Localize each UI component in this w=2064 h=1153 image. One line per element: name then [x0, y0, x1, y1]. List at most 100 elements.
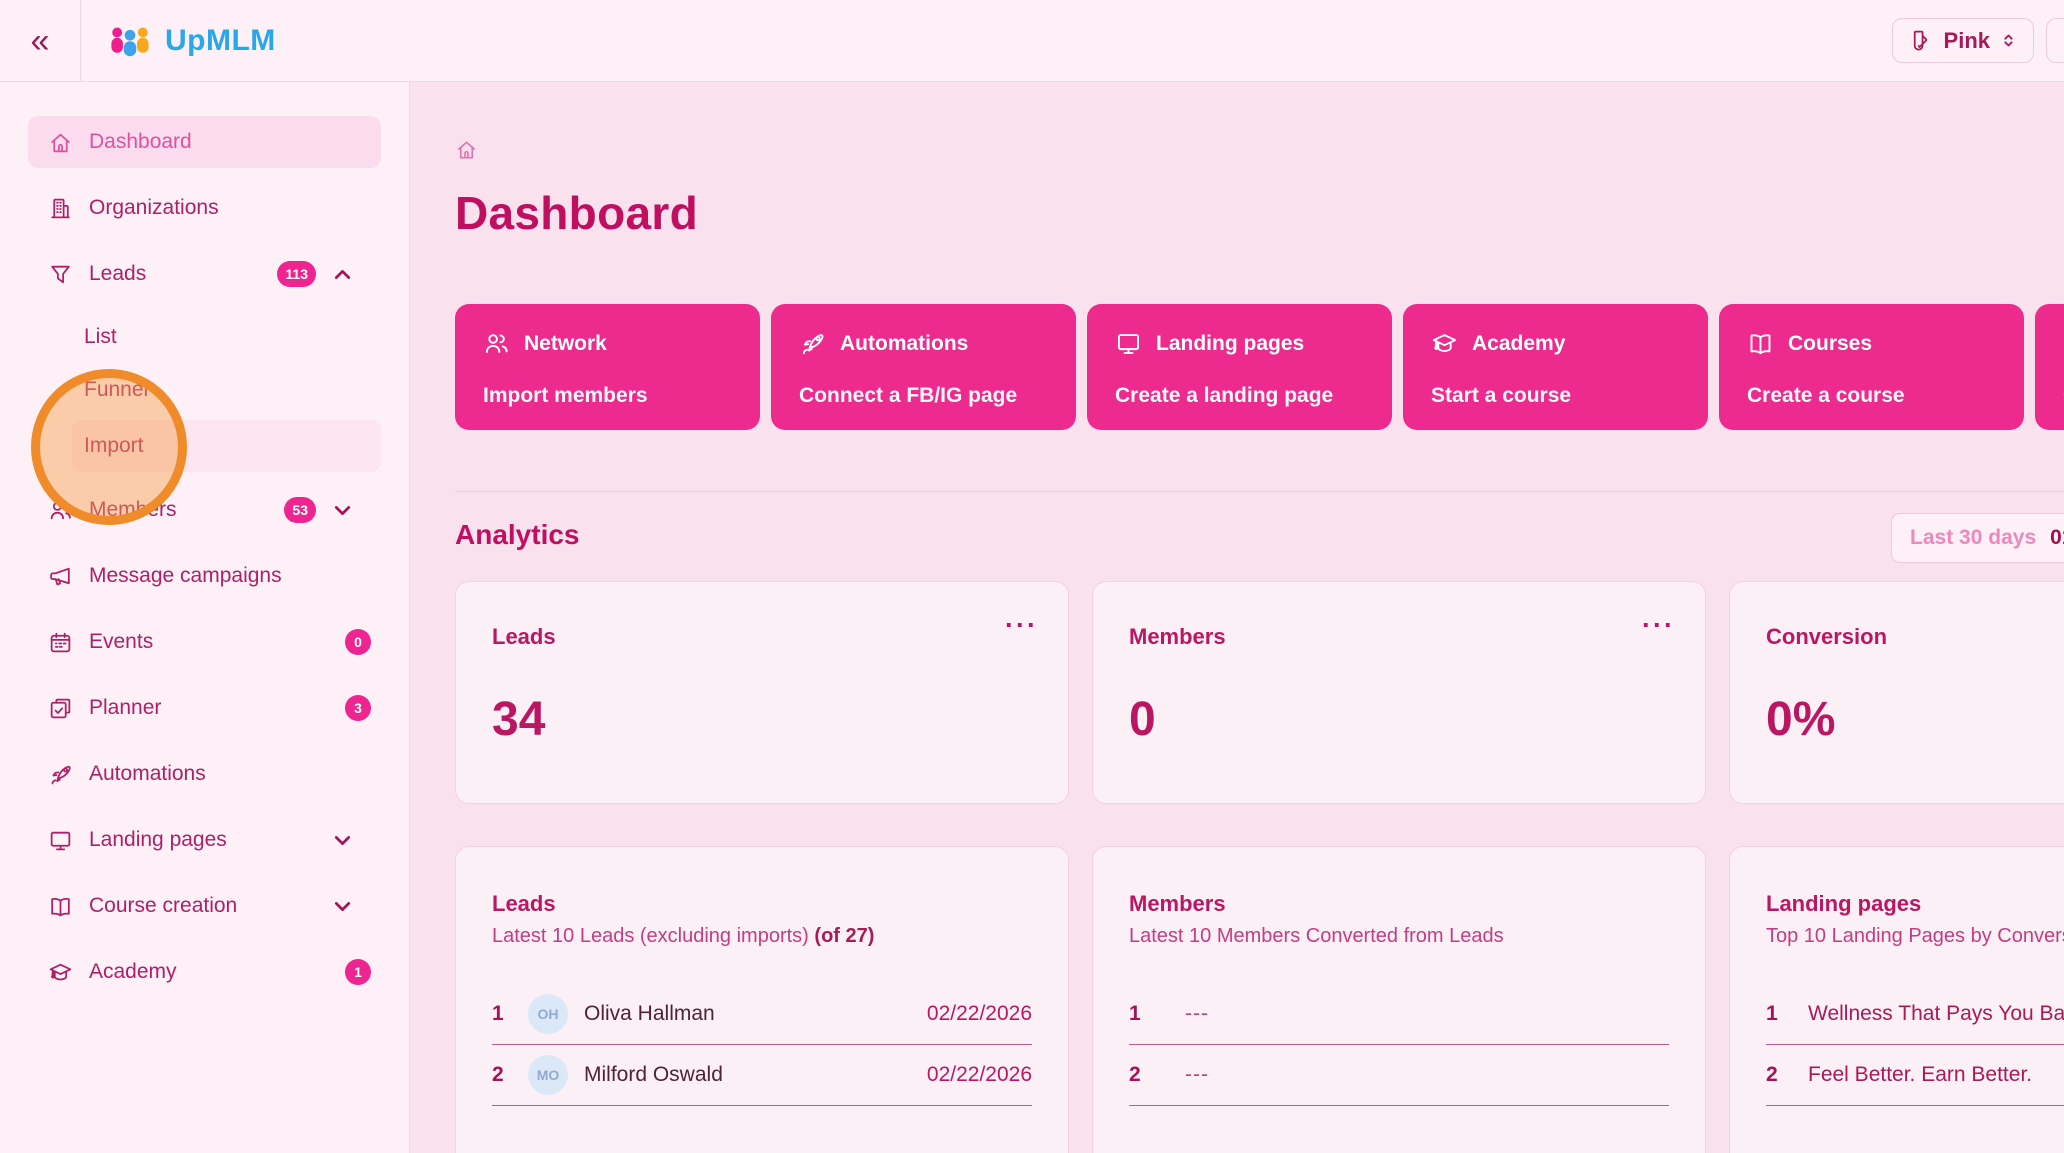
- sidebar-item-leads[interactable]: Leads 113: [28, 248, 381, 300]
- quick-action-academy[interactable]: Academy Start a course: [1403, 304, 1708, 430]
- action-title: Courses: [1788, 331, 1873, 355]
- stat-value: 0: [1129, 693, 1156, 746]
- lead-name: Oliva Hallman: [584, 1002, 715, 1025]
- empty-value: ---: [1185, 1063, 1209, 1086]
- brand-name: UpMLM: [165, 23, 276, 57]
- sidebar-item-organizations[interactable]: Organizations: [28, 182, 381, 234]
- sidebar-item-label: Events: [89, 630, 154, 653]
- lead-date: 02/22/2026: [926, 1002, 1032, 1025]
- row-number: 2: [1766, 1063, 1778, 1086]
- sidebar-item-message-campaigns[interactable]: Message campaigns: [28, 550, 381, 602]
- analytics-header: Analytics Last 30 days 01/2: [455, 513, 2064, 563]
- chevron-up-icon[interactable]: [330, 262, 355, 287]
- list-card-leads: Leads Latest 10 Leads (excluding imports…: [455, 846, 1069, 1153]
- users-icon: [483, 330, 510, 357]
- quick-action-partial[interactable]: C: [2035, 304, 2064, 430]
- quick-action-landing-pages[interactable]: Landing pages Create a landing page: [1087, 304, 1392, 430]
- lead-row[interactable]: 2 MO Milford Oswald 02/22/2026: [492, 1045, 1032, 1106]
- chevron-down-icon[interactable]: [330, 894, 355, 919]
- row-number: 2: [492, 1063, 504, 1086]
- landing-page-row[interactable]: 1 Wellness That Pays You Back: [1766, 984, 2064, 1045]
- action-subtitle: Create a course: [1747, 384, 1905, 407]
- action-title: Landing pages: [1156, 331, 1305, 355]
- rocket-icon: [48, 762, 73, 787]
- list-cards-row: Leads Latest 10 Leads (excluding imports…: [455, 846, 2064, 1153]
- brand-logo[interactable]: UpMLM: [107, 21, 276, 61]
- list-card-landing-pages: Landing pages Top 10 Landing Pages by Co…: [1729, 846, 2064, 1153]
- sidebar-item-planner[interactable]: Planner 3: [28, 682, 381, 734]
- sidebar-item-automations[interactable]: Automations: [28, 748, 381, 800]
- stat-card-leads: Leads ··· 34: [455, 581, 1069, 804]
- row-number: 2: [1129, 1063, 1141, 1086]
- member-row[interactable]: 1 ---: [1129, 984, 1669, 1045]
- stat-title: Conversion: [1766, 624, 1888, 649]
- funnel-icon: [48, 262, 73, 287]
- chevron-down-icon[interactable]: [330, 498, 355, 523]
- quick-action-network[interactable]: Network Import members: [455, 304, 760, 430]
- chevron-down-icon[interactable]: [330, 828, 355, 853]
- breadcrumb-home-icon[interactable]: [455, 138, 478, 161]
- unfold-chevron-icon: [2000, 32, 2017, 49]
- lead-row[interactable]: 1 OH Oliva Hallman 02/22/2026: [492, 984, 1032, 1045]
- subitem-label: List: [84, 324, 117, 348]
- graduation-cap-icon: [48, 960, 73, 985]
- subitem-label: Funnel: [84, 377, 149, 401]
- sidebar-item-events[interactable]: Events 0: [28, 616, 381, 668]
- stat-value: 34: [492, 693, 546, 746]
- sidebar-item-members[interactable]: Members 53: [28, 484, 381, 536]
- range-label: Last 30 days: [1910, 526, 2037, 549]
- open-book-icon: [1747, 330, 1774, 357]
- clipboard-check-icon: [48, 696, 73, 721]
- empty-value: ---: [1185, 1002, 1209, 1025]
- sidebar-item-course-creation[interactable]: Course creation: [28, 880, 381, 932]
- sidebar-item-label: Academy: [89, 960, 177, 983]
- sidebar-item-landing-pages[interactable]: Landing pages: [28, 814, 381, 866]
- list-title: Members: [1129, 891, 1226, 916]
- planner-count-badge: 3: [345, 695, 371, 721]
- calendar-icon: [48, 630, 73, 655]
- top-bar: « UpMLM Pink: [0, 0, 2064, 82]
- theme-selector-button[interactable]: Pink: [1891, 18, 2034, 63]
- sidebar-item-label: Organizations: [89, 196, 219, 219]
- quick-actions-row: Network Import members Automations Conne…: [455, 304, 2064, 430]
- landing-page-name: Feel Better. Earn Better.: [1808, 1063, 2033, 1086]
- monitor-icon: [1115, 330, 1142, 357]
- landing-page-row[interactable]: 2 Feel Better. Earn Better.: [1766, 1045, 2064, 1106]
- analytics-heading: Analytics: [455, 519, 580, 550]
- secondary-header-button[interactable]: [2046, 18, 2064, 63]
- theme-name: Pink: [1943, 27, 1990, 53]
- sidebar-item-label: Planner: [89, 696, 162, 719]
- sidebar-collapse-zone: «: [0, 0, 81, 81]
- sidebar-subitem-list[interactable]: List: [28, 314, 381, 359]
- stat-value: 0%: [1766, 693, 1836, 746]
- sidebar-subitem-funnel[interactable]: Funnel: [28, 367, 381, 412]
- member-row[interactable]: 2 ---: [1129, 1045, 1669, 1106]
- sidebar-item-dashboard[interactable]: Dashboard: [28, 116, 381, 168]
- quick-action-courses[interactable]: Courses Create a course: [1719, 304, 2024, 430]
- users-icon: [48, 498, 73, 523]
- stat-title: Leads: [492, 624, 556, 649]
- ellipsis-menu-icon[interactable]: ···: [1005, 610, 1038, 640]
- academy-count-badge: 1: [345, 959, 371, 985]
- list-subtitle: Latest 10 Members Converted from Leads: [1129, 925, 1504, 947]
- leads-submenu: List Funnel Import: [28, 314, 381, 472]
- list-card-members: Members Latest 10 Members Converted from…: [1092, 846, 1706, 1153]
- date-range-selector[interactable]: Last 30 days 01/2: [1891, 513, 2064, 563]
- action-title: Automations: [840, 331, 969, 355]
- rocket-icon: [799, 330, 826, 357]
- list-title: Leads: [492, 891, 556, 916]
- list-title: Landing pages: [1766, 891, 1922, 916]
- section-divider: [455, 491, 2064, 492]
- collapse-sidebar-button[interactable]: «: [30, 21, 50, 60]
- action-subtitle: Create a landing page: [1115, 384, 1334, 407]
- members-count-badge: 53: [284, 497, 316, 523]
- sidebar-subitem-import[interactable]: Import: [72, 420, 381, 472]
- quick-action-automations[interactable]: Automations Connect a FB/IG page: [771, 304, 1076, 430]
- list-subtitle-text: Latest 10 Leads (excluding imports): [492, 925, 815, 947]
- sidebar-item-label: Message campaigns: [89, 564, 282, 587]
- sidebar-item-academy[interactable]: Academy 1: [28, 946, 381, 998]
- monitor-icon: [48, 828, 73, 853]
- lead-name: Milford Oswald: [584, 1063, 723, 1086]
- ellipsis-menu-icon[interactable]: ···: [1642, 610, 1675, 640]
- list-subtitle-count: (of 27): [814, 925, 875, 947]
